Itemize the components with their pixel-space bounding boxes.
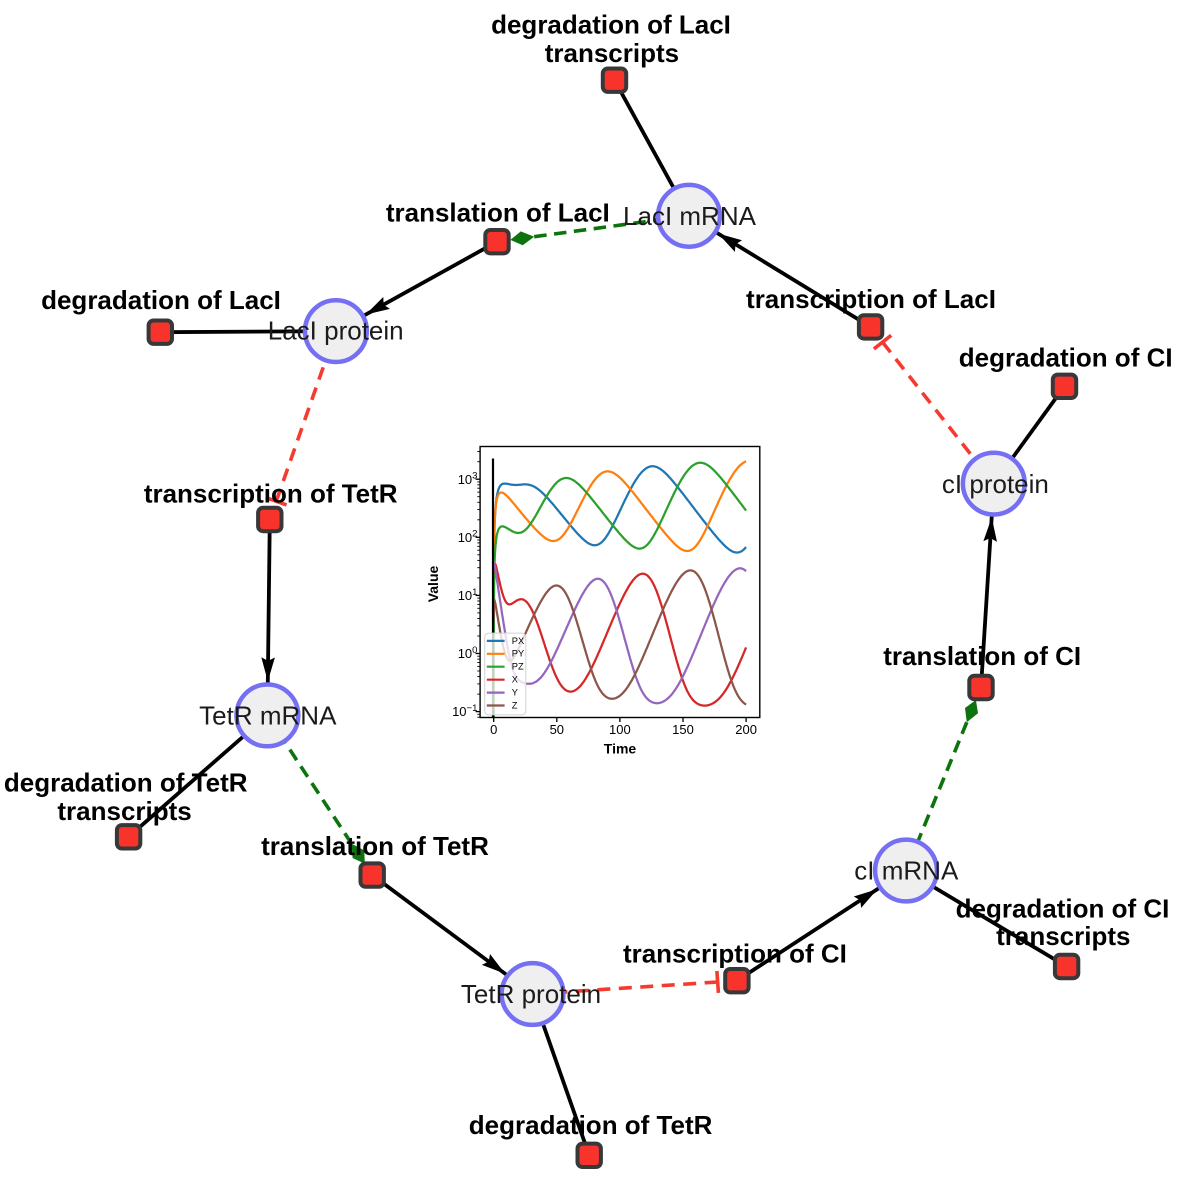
svg-text:degradation of TetR: degradation of TetR: [469, 1110, 713, 1140]
svg-text:degradation of TetR: degradation of TetR: [4, 768, 248, 798]
svg-text:transcripts: transcripts: [996, 921, 1130, 951]
svg-text:cI protein: cI protein: [942, 469, 1049, 499]
svg-text:50: 50: [550, 722, 564, 737]
svg-text:degradation of LacI: degradation of LacI: [491, 9, 731, 39]
svg-text:translation of LacI: translation of LacI: [386, 198, 610, 228]
svg-text:0: 0: [490, 722, 497, 737]
svg-text:TetR protein: TetR protein: [461, 979, 601, 1009]
svg-text:Z: Z: [512, 700, 518, 710]
svg-text:200: 200: [735, 722, 757, 737]
svg-text:LacI protein: LacI protein: [268, 316, 404, 346]
svg-text:X: X: [512, 675, 518, 685]
svg-text:cI mRNA: cI mRNA: [854, 856, 959, 886]
svg-text:translation of CI: translation of CI: [883, 641, 1081, 671]
svg-text:degradation of LacI: degradation of LacI: [41, 285, 281, 315]
svg-text:TetR mRNA: TetR mRNA: [199, 701, 337, 731]
svg-text:transcription of LacI: transcription of LacI: [746, 284, 996, 314]
svg-text:PY: PY: [512, 649, 524, 659]
svg-text:100: 100: [609, 722, 631, 737]
svg-text:translation of TetR: translation of TetR: [261, 831, 489, 861]
svg-text:100: 100: [458, 645, 478, 661]
svg-text:transcription of TetR: transcription of TetR: [144, 479, 398, 509]
svg-text:Time: Time: [604, 741, 637, 757]
svg-text:150: 150: [672, 722, 694, 737]
svg-text:degradation of CI: degradation of CI: [959, 343, 1173, 373]
svg-text:transcripts: transcripts: [545, 38, 679, 68]
svg-text:degradation of CI: degradation of CI: [956, 893, 1170, 923]
svg-text:10−1: 10−1: [452, 703, 477, 719]
svg-text:102: 102: [458, 529, 478, 545]
svg-text:transcripts: transcripts: [57, 796, 191, 826]
svg-text:transcription of CI: transcription of CI: [623, 939, 847, 969]
svg-text:103: 103: [458, 471, 478, 487]
svg-text:Y: Y: [512, 688, 518, 698]
svg-text:PZ: PZ: [512, 662, 524, 672]
svg-text:PX: PX: [512, 636, 524, 646]
svg-text:101: 101: [458, 587, 478, 603]
svg-text:LacI mRNA: LacI mRNA: [623, 201, 757, 231]
svg-text:Value: Value: [425, 566, 441, 603]
